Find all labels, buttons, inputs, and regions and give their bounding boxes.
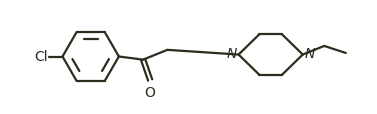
- Text: O: O: [145, 86, 156, 100]
- Text: N: N: [304, 47, 315, 60]
- Text: N: N: [227, 47, 237, 60]
- Text: Cl: Cl: [34, 50, 48, 64]
